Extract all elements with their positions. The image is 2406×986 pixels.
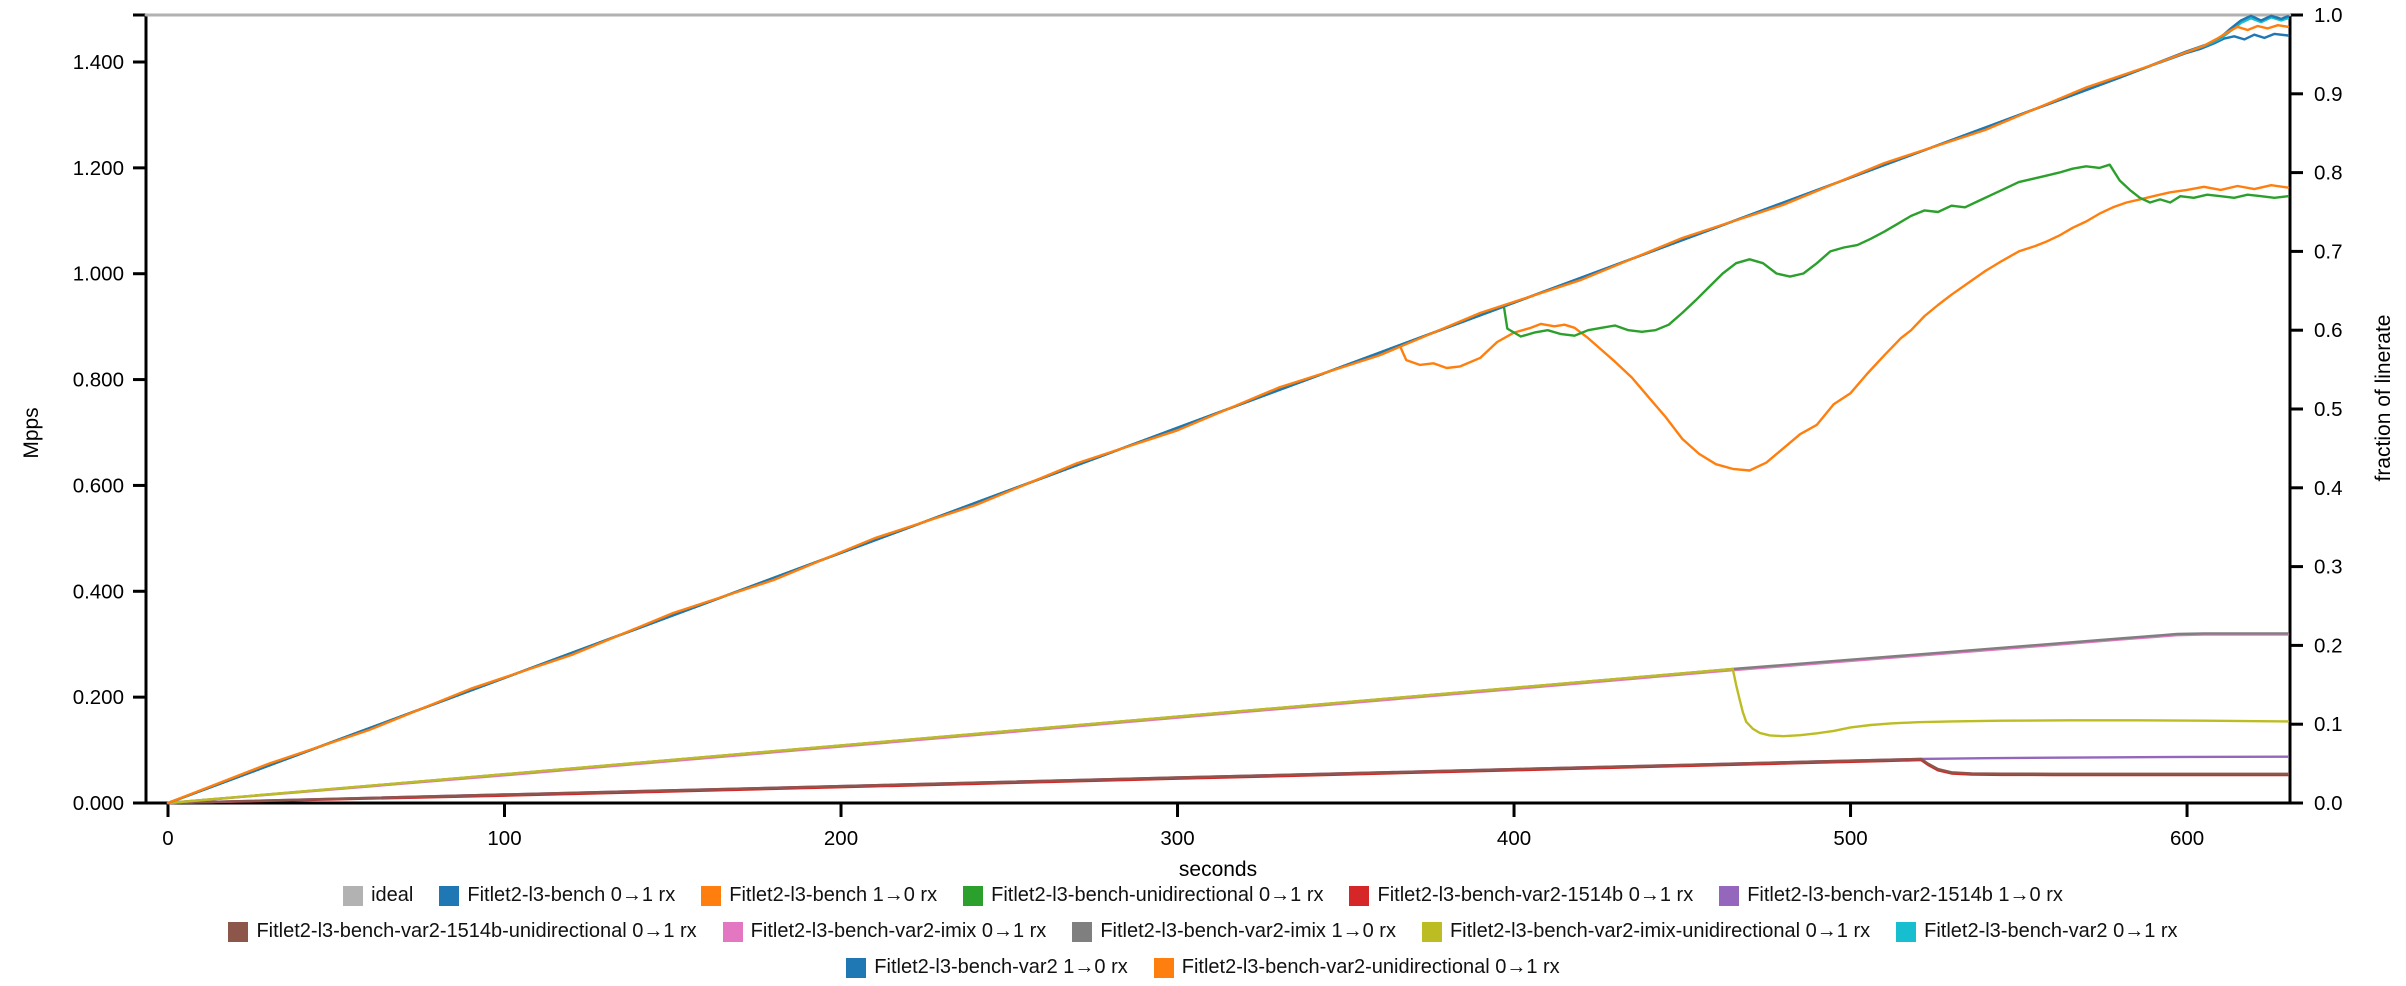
legend-label: ideal bbox=[371, 884, 414, 906]
y-left-tick-label: 1.200 bbox=[73, 157, 124, 180]
legend-swatch-icon bbox=[701, 885, 722, 906]
legend-item-var2_1514b_10: Fitlet2-l3-bench-var2-1514b 1→0 rx bbox=[1719, 884, 2063, 907]
legend-item-var2_1514b_01: Fitlet2-l3-bench-var2-1514b 0→1 rx bbox=[1349, 884, 1693, 907]
legend-label: Fitlet2-l3-bench-var2 1→0 rx bbox=[874, 956, 1128, 978]
legend-item-ideal: ideal bbox=[343, 884, 413, 907]
y-left-tick-label: 0.000 bbox=[73, 792, 124, 815]
legend-label: Fitlet2-l3-bench-var2-1514b 0→1 rx bbox=[1377, 884, 1694, 906]
legend-label: Fitlet2-l3-bench-var2-1514b 1→0 rx bbox=[1747, 884, 2063, 906]
legend-swatch-icon bbox=[1421, 921, 1442, 942]
series-var2_uni bbox=[166, 24, 2290, 805]
legend-item-var2_imix_uni: Fitlet2-l3-bench-var2-imix-unidirectiona… bbox=[1421, 920, 1871, 943]
legend-label: Fitlet2-l3-bench 1→0 rx bbox=[729, 884, 938, 906]
legend-swatch-icon bbox=[439, 885, 460, 906]
legend-item-var2_imix_10: Fitlet2-l3-bench-var2-imix 1→0 rx bbox=[1072, 920, 1396, 943]
legend-swatch-icon bbox=[722, 921, 743, 942]
x-axis-title: seconds bbox=[1178, 858, 1258, 881]
y-right-tick-label: 0.9 bbox=[2314, 83, 2343, 106]
y-right-tick-label: 0.6 bbox=[2314, 319, 2343, 342]
legend-item-bench_10: Fitlet2-l3-bench 1→0 rx bbox=[701, 884, 937, 907]
legend-item-var2_1514b_uni: Fitlet2-l3-bench-var2-1514b-unidirection… bbox=[228, 920, 697, 943]
y-right-tick-label: 0.8 bbox=[2314, 162, 2343, 185]
legend-swatch-icon bbox=[963, 885, 984, 906]
legend-item-var2_10: Fitlet2-l3-bench-var2 1→0 rx bbox=[846, 956, 1128, 979]
y-right-tick-label: 0.3 bbox=[2314, 556, 2343, 579]
y-right-tick-label: 0.5 bbox=[2314, 398, 2343, 421]
legend-item-var2_imix_01: Fitlet2-l3-bench-var2-imix 0→1 rx bbox=[722, 920, 1047, 943]
y-axis-right-title: fraction of linerate bbox=[2372, 314, 2395, 482]
legend: ideal Fitlet2-l3-bench 0→1 rx Fitlet2-l3-b… bbox=[0, 884, 2406, 979]
legend-label: Fitlet2-l3-bench 0→1 rx bbox=[467, 884, 676, 906]
series-var2_imix_uni bbox=[166, 667, 2290, 805]
y-left-tick-label: 1.400 bbox=[73, 51, 124, 74]
series-var2_1514b_01 bbox=[166, 758, 2290, 805]
legend-item-var2_uni: Fitlet2-l3-bench-var2-unidirectional 0→1… bbox=[1153, 956, 1560, 979]
x-tick-label: 400 bbox=[1497, 827, 1531, 850]
y-right-tick-label: 1.0 bbox=[2314, 4, 2343, 27]
y-left-tick-label: 0.400 bbox=[73, 580, 124, 603]
x-tick-label: 100 bbox=[487, 827, 521, 850]
legend-label: Fitlet2-l3-bench-var2-1514b-unidirection… bbox=[256, 920, 697, 942]
legend-label: Fitlet2-l3-bench-var2-imix-unidirectiona… bbox=[1449, 920, 1871, 942]
legend-swatch-icon bbox=[1072, 921, 1093, 942]
legend-label: Fitlet2-l3-bench-unidirectional 0→1 rx bbox=[991, 884, 1324, 906]
legend-label: Fitlet2-l3-bench-var2-imix 1→0 rx bbox=[1100, 920, 1396, 942]
x-tick-label: 500 bbox=[1833, 827, 1867, 850]
y-left-tick-label: 0.600 bbox=[73, 474, 124, 497]
legend-item-var2_01: Fitlet2-l3-bench-var2 0→1 rx bbox=[1896, 920, 2178, 943]
y-right-tick-label: 0.4 bbox=[2314, 477, 2343, 500]
legend-swatch-icon bbox=[228, 921, 249, 942]
series-bench_10 bbox=[166, 184, 2290, 805]
y-left-tick-label: 1.000 bbox=[73, 263, 124, 286]
legend-swatch-icon bbox=[846, 957, 867, 978]
x-tick-label: 300 bbox=[1160, 827, 1194, 850]
y-right-tick-label: 0.2 bbox=[2314, 634, 2343, 657]
legend-row-2: Fitlet2-l3-bench-var2-1514b-unidirection… bbox=[228, 920, 2178, 943]
legend-swatch-icon bbox=[1153, 957, 1174, 978]
y-left-tick-label: 0.800 bbox=[73, 369, 124, 392]
y-axis-left-title: Mpps bbox=[20, 407, 43, 459]
series-bench_uni bbox=[166, 163, 2290, 805]
y-right-tick-label: 0.7 bbox=[2314, 240, 2343, 263]
y-left-tick-label: 0.200 bbox=[73, 686, 124, 709]
legend-item-bench_01: Fitlet2-l3-bench 0→1 rx bbox=[439, 884, 675, 907]
legend-label: Fitlet2-l3-bench-var2-imix 0→1 rx bbox=[750, 920, 1047, 942]
x-tick-label: 600 bbox=[2170, 827, 2204, 850]
legend-row-3: Fitlet2-l3-bench-var2 1→0 rx Fitlet2-l3-b… bbox=[846, 956, 1560, 979]
y-right-tick-label: 0.0 bbox=[2314, 792, 2343, 815]
legend-swatch-icon bbox=[1349, 885, 1370, 906]
y-right-tick-label: 0.1 bbox=[2314, 713, 2343, 736]
legend-row-1: ideal Fitlet2-l3-bench 0→1 rx Fitlet2-l3-b… bbox=[343, 884, 2063, 907]
legend-label: Fitlet2-l3-bench-var2 0→1 rx bbox=[1924, 920, 2178, 942]
legend-item-bench_uni: Fitlet2-l3-bench-unidirectional 0→1 rx bbox=[963, 884, 1323, 907]
x-tick-label: 0 bbox=[162, 827, 173, 850]
legend-label: Fitlet2-l3-bench-var2-unidirectional 0→1… bbox=[1181, 956, 1560, 978]
x-tick-label: 200 bbox=[824, 827, 858, 850]
legend-swatch-icon bbox=[343, 885, 364, 906]
series-bench_01 bbox=[166, 32, 2290, 805]
legend-swatch-icon bbox=[1896, 921, 1917, 942]
legend-swatch-icon bbox=[1719, 885, 1740, 906]
series-var2_1514b_uni bbox=[166, 757, 2290, 805]
